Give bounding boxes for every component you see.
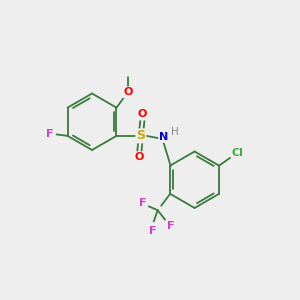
- Text: Cl: Cl: [232, 148, 244, 158]
- Text: F: F: [139, 198, 146, 208]
- Text: F: F: [46, 129, 53, 140]
- Text: F: F: [149, 226, 157, 236]
- Text: O: O: [138, 110, 147, 119]
- Text: N: N: [159, 132, 168, 142]
- Text: O: O: [135, 152, 144, 162]
- Text: F: F: [167, 221, 174, 231]
- Text: O: O: [123, 87, 133, 97]
- Text: S: S: [136, 129, 146, 142]
- Text: H: H: [171, 127, 178, 137]
